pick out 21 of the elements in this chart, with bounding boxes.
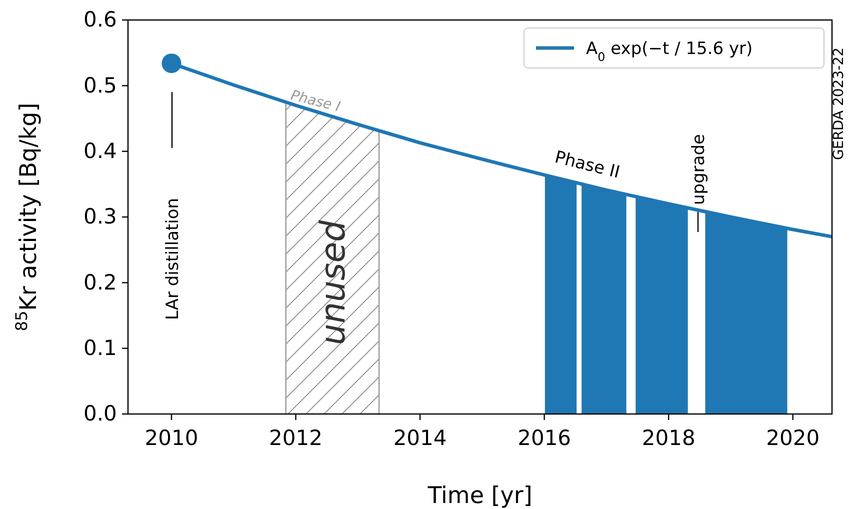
legend-label: A$_{0}$ exp(−t / 15.6 yr) [586,39,753,64]
y-tick-label: 0.5 [83,73,117,98]
y-tick-label: 0.3 [83,204,117,229]
y-tick-label: 0.1 [83,336,117,360]
x-tick-label: 2014 [393,426,447,450]
annotation: LAr distillation [163,198,183,320]
annotation: Phase II [552,147,622,183]
y-tick-label: 0.2 [83,270,117,294]
annotation: GERDA 2023-22 [831,48,847,160]
x-tick-label: 2010 [144,426,198,450]
annotation: upgrade [689,134,709,205]
x-tick-label: 2018 [642,426,696,450]
x-tick-label: 2016 [518,426,572,450]
x-tick-label: 2012 [269,426,322,450]
x-tick-label: 2020 [766,426,820,450]
y-tick-label: 0.6 [83,8,117,32]
annotation: Phase I [288,88,342,116]
x-axis-title: Time [yr] [426,483,532,509]
band-label: unused [313,220,354,346]
y-tick-label: 0.4 [83,139,117,164]
y-tick-label: 0.0 [83,402,117,426]
